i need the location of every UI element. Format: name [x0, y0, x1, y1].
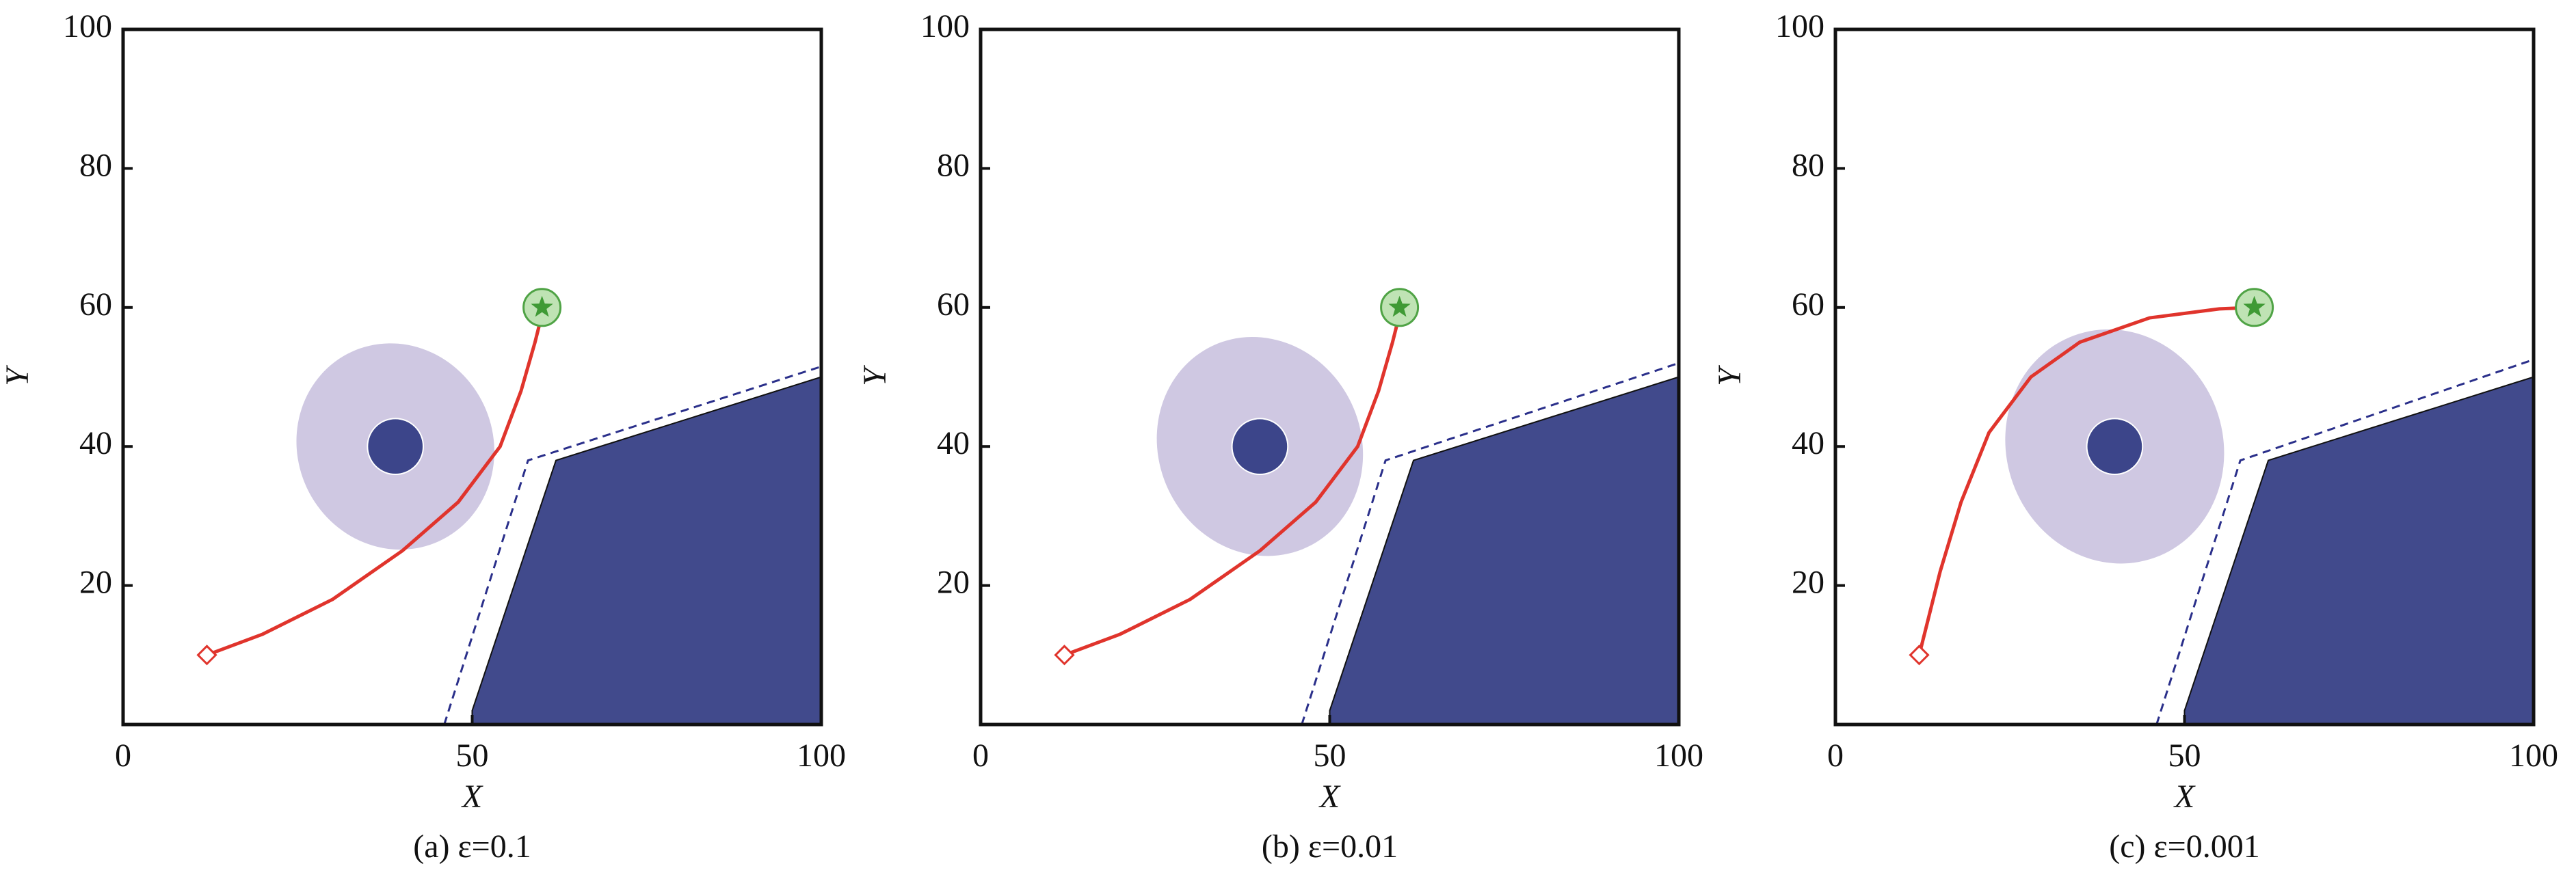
x-tick-label: 0 [1827, 738, 1844, 774]
y-axis-label: Y [0, 365, 36, 386]
trajectory [1917, 306, 2255, 655]
x-tick-label: 0 [972, 738, 989, 774]
x-tick-label: 100 [797, 738, 846, 774]
y-tick-label: 100 [1775, 8, 1824, 44]
y-axis-label: Y [857, 365, 893, 386]
panel-caption: (b) ε=0.01 [1262, 828, 1398, 865]
x-tick-label: 50 [456, 738, 489, 774]
trajectory [206, 314, 544, 657]
y-tick-label: 80 [79, 147, 112, 183]
obstacle-polygon [1329, 376, 1679, 725]
y-tick-label: 40 [937, 425, 970, 461]
obstacle-core [1231, 418, 1289, 476]
y-axis-label: Y [1712, 365, 1748, 386]
obstacle-polygon [471, 376, 822, 725]
y-tick-label: 100 [63, 8, 112, 44]
x-tick-label: 100 [2509, 738, 2558, 774]
safety-boundary [443, 365, 822, 725]
start-marker [1054, 645, 1075, 666]
x-axis-label: X [2173, 779, 2196, 815]
goal-star [2243, 295, 2266, 317]
y-tick-label: 100 [920, 8, 970, 44]
x-axis-label: X [1318, 779, 1341, 815]
y-tick-label: 40 [79, 425, 112, 461]
panel: 0 50 100 20 40 60 80 100 X Y (c) ε=0.001 [1712, 8, 2558, 865]
panel: 0 50 100 20 40 60 80 100 X Y (a) ε=0.1 [0, 8, 846, 865]
x-tick-label: 0 [115, 738, 131, 774]
x-tick-label: 100 [1654, 738, 1703, 774]
y-tick-label: 60 [79, 286, 112, 323]
y-tick-label: 40 [1792, 425, 1824, 461]
x-axis-label: X [461, 779, 483, 815]
x-tick-label: 50 [2168, 738, 2201, 774]
obstacle-polygon [2183, 376, 2534, 725]
start-marker [1909, 645, 1930, 666]
panel-caption: (c) ε=0.001 [2109, 828, 2260, 865]
obstacle-core [2086, 418, 2144, 476]
goal-star [1388, 295, 1411, 317]
y-tick-label: 60 [1792, 286, 1824, 323]
y-tick-label: 60 [937, 286, 970, 323]
panel: 0 50 100 20 40 60 80 100 X Y (b) ε=0.01 [857, 8, 1703, 865]
safety-boundary [2155, 358, 2534, 725]
y-tick-label: 80 [1792, 147, 1824, 183]
obstacle-core [367, 418, 425, 476]
y-tick-label: 20 [1792, 565, 1824, 601]
goal-star [531, 295, 553, 317]
x-tick-label: 50 [1314, 738, 1346, 774]
trajectory [1063, 314, 1402, 657]
panel-caption: (a) ε=0.1 [413, 828, 531, 865]
y-tick-label: 20 [79, 565, 112, 601]
y-tick-label: 80 [937, 147, 970, 183]
y-tick-label: 20 [937, 565, 970, 601]
start-marker [196, 645, 217, 666]
safety-boundary [1301, 362, 1679, 725]
